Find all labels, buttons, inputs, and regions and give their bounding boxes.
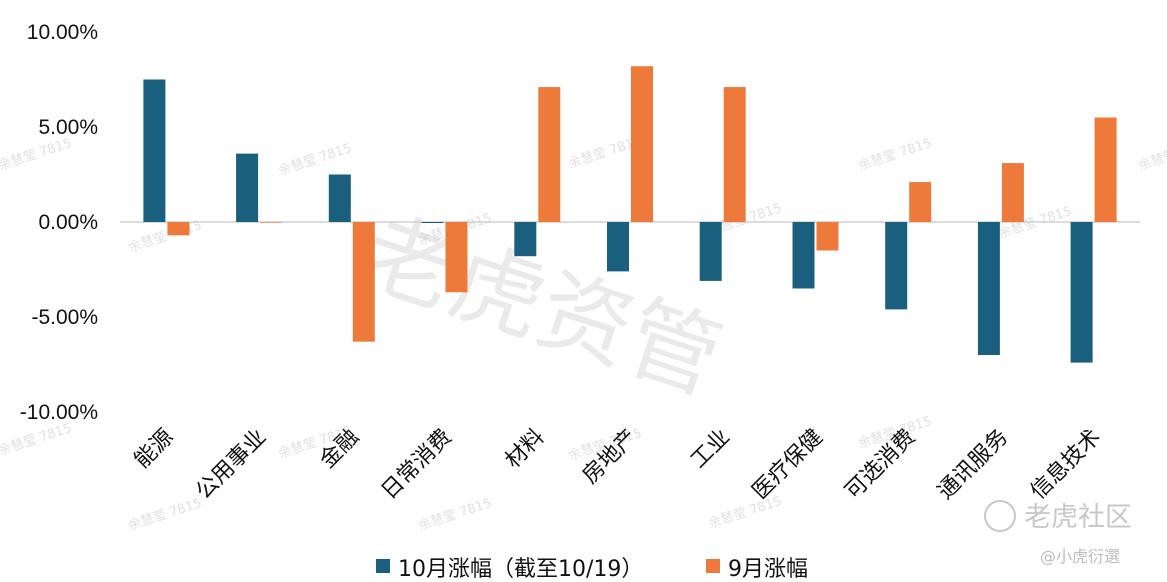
watermark-small: 余慧莹 7815 <box>706 493 783 532</box>
x-tick-label: 能源 <box>130 425 179 474</box>
x-tick-label: 信息技术 <box>1026 425 1106 505</box>
bar-september-4 <box>538 87 561 222</box>
watermark-small: 余慧莹 7815 <box>1136 135 1167 174</box>
bar-september-6 <box>723 87 746 222</box>
watermark-small: 余慧莹 7815 <box>0 420 74 459</box>
watermark-handle: @小虎衍選 <box>1040 547 1120 566</box>
watermark-small: 余慧莹 7815 <box>0 135 74 174</box>
bar-october-8 <box>885 222 908 310</box>
bar-september-10 <box>1094 117 1117 222</box>
legend-label-october: 10月涨幅（截至10/19） <box>398 557 643 582</box>
x-tick-label: 医疗保健 <box>748 425 828 505</box>
legend-label-september: 9月涨幅 <box>728 557 808 582</box>
y-axis: 10.00% 5.00% 0.00% -5.00% -10.00% <box>20 21 98 424</box>
watermark-logo: 老虎社区 <box>984 500 1132 533</box>
legend-swatch-september <box>706 559 720 573</box>
x-tick-label: 公用事业 <box>191 425 271 505</box>
legend: 10月涨幅（截至10/19） 9月涨幅 <box>376 557 808 582</box>
bar-october-5 <box>607 222 629 272</box>
legend-swatch-october <box>376 559 390 573</box>
bar-september-0 <box>167 222 190 236</box>
x-tick-label: 材料 <box>501 425 550 474</box>
y-tick-label: 10.00% <box>27 21 98 44</box>
y-tick-label: 5.00% <box>38 116 98 139</box>
x-tick-label: 通讯服务 <box>933 425 1013 505</box>
watermark-small: 余慧莹 7815 <box>126 217 203 256</box>
bar-october-7 <box>792 222 815 289</box>
watermark-small: 余慧莹 7815 <box>416 495 493 534</box>
bar-october-0 <box>143 79 166 222</box>
x-tick-label: 日常消费 <box>377 425 457 505</box>
bar-october-3 <box>421 222 444 223</box>
watermark-small: 余慧莹 7815 <box>126 495 203 534</box>
x-tick-label: 工业 <box>686 425 735 474</box>
bar-october-10 <box>1070 222 1093 363</box>
y-tick-label: 0.00% <box>38 211 98 234</box>
bar-september-2 <box>352 222 375 342</box>
bar-october-6 <box>699 222 722 281</box>
watermark-main: 老虎资管 <box>350 198 733 413</box>
bar-october-2 <box>328 174 351 222</box>
bars <box>143 66 1117 363</box>
bar-september-8 <box>909 182 932 222</box>
bar-september-5 <box>631 66 653 222</box>
y-tick-label: -5.00% <box>31 306 98 329</box>
bar-october-1 <box>236 153 259 222</box>
bar-september-1 <box>260 222 283 223</box>
bar-september-7 <box>816 222 839 251</box>
bar-september-9 <box>1001 163 1024 222</box>
bar-october-4 <box>514 222 537 257</box>
bar-september-3 <box>445 222 468 293</box>
logo-circle-icon <box>984 500 1016 532</box>
y-tick-label: -10.00% <box>20 401 98 424</box>
x-axis: 能源 公用事业 金融 日常消费 材料 房地产 工业 医疗保健 可选消费 通讯服务 信息技术 <box>130 425 1106 505</box>
watermark-small: 余慧莹 7815 <box>856 135 933 174</box>
bar-october-9 <box>977 222 1000 355</box>
watermark-small: 余慧莹 7815 <box>276 140 353 179</box>
watermark-logo-text: 老虎社区 <box>1024 502 1132 533</box>
